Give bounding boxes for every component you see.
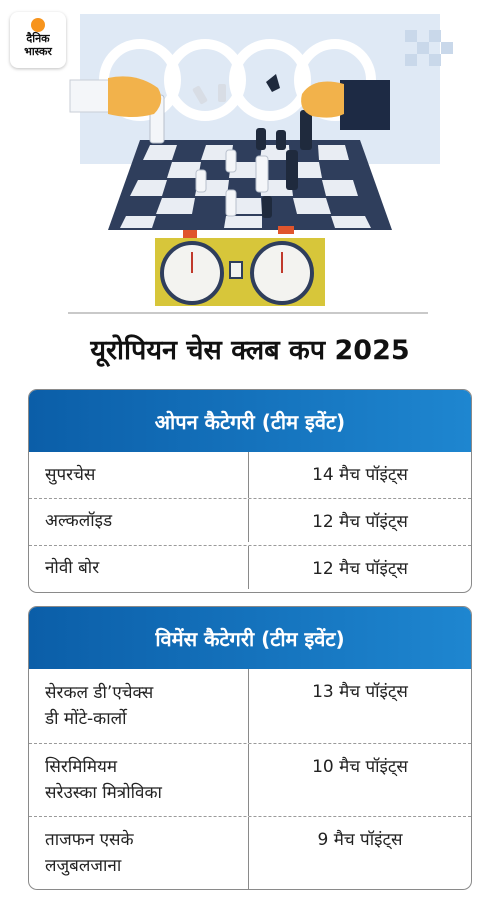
black-pieces <box>256 74 312 218</box>
left-hand-icon <box>69 76 162 117</box>
clock-face-left-icon <box>160 241 224 305</box>
team-name-line-2: डी मोंटे-कार्लो <box>45 709 127 729</box>
team-name-line-1: ताजफन एसके <box>45 830 134 850</box>
floating-pieces <box>192 84 226 105</box>
right-hand-icon <box>301 80 390 130</box>
team-name: नोवी बोर <box>29 546 249 589</box>
table-row: सुपरचेस 14 मैच पॉइंट्स <box>29 452 471 498</box>
team-name-line-2: सरेउस्का मित्रोविका <box>45 783 162 803</box>
open-category-table: ओपन कैटेगरी (टीम इवेंट) सुपरचेस 14 मैच प… <box>28 389 472 593</box>
team-name: सुपरचेस <box>29 452 249 498</box>
open-category-heading: ओपन कैटेगरी (टीम इवेंट) <box>29 390 471 452</box>
match-points: 10 मैच पॉइंट्स <box>312 757 408 777</box>
table-row: सेरकल डी’एचेक्स डी मोंटे-कार्लो 13 मैच प… <box>29 669 471 743</box>
women-category-table: विमेंस कैटेगरी (टीम इवेंट) सेरकल डी’एचेक… <box>28 606 472 890</box>
logo-sun-icon <box>31 18 45 32</box>
divider <box>68 312 428 314</box>
team-name: सिरमिमियम सरेउस्का मित्रोविका <box>29 744 249 816</box>
logo-line-1: दैनिक <box>26 32 50 45</box>
team-name-line-1: सेरकल डी’एचेक्स <box>45 683 154 703</box>
dainik-bhaskar-logo: दैनिक भास्कर <box>10 12 66 68</box>
team-name: सेरकल डी’एचेक्स डी मोंटे-कार्लो <box>29 669 249 743</box>
match-points: 12 मैच पॉइंट्स <box>312 559 408 579</box>
table-row: ताजफन एसके लजुबलजाना 9 मैच पॉइंट्स <box>29 816 471 889</box>
team-name: ताजफन एसके लजुबलजाना <box>29 817 249 889</box>
logo-line-2: भास्कर <box>24 45 52 58</box>
match-points: 9 मैच पॉइंट्स <box>317 830 403 850</box>
checker-pattern <box>405 30 453 66</box>
chess-illustration <box>69 14 453 306</box>
match-points: 12 मैच पॉइंट्स <box>312 512 408 532</box>
clock-face-right-icon <box>250 241 314 305</box>
match-points: 13 मैच पॉइंट्स <box>312 682 408 702</box>
team-name: अल्कलॉइड <box>29 499 249 542</box>
table-row: अल्कलॉइड 12 मैच पॉइंट्स <box>29 498 471 545</box>
team-name-line-2: लजुबलजाना <box>45 856 122 876</box>
white-pieces <box>149 94 269 217</box>
match-points: 14 मैच पॉइंट्स <box>312 465 408 485</box>
page-title: यूरोपियन चेस क्लब कप 2025 <box>90 335 410 366</box>
table-row: नोवी बोर 12 मैच पॉइंट्स <box>29 545 471 592</box>
team-name-line-1: सिरमिमियम <box>45 757 118 777</box>
table-row: सिरमिमियम सरेउस्का मित्रोविका 10 मैच पॉइ… <box>29 743 471 816</box>
women-category-heading: विमेंस कैटेगरी (टीम इवेंट) <box>29 607 471 669</box>
